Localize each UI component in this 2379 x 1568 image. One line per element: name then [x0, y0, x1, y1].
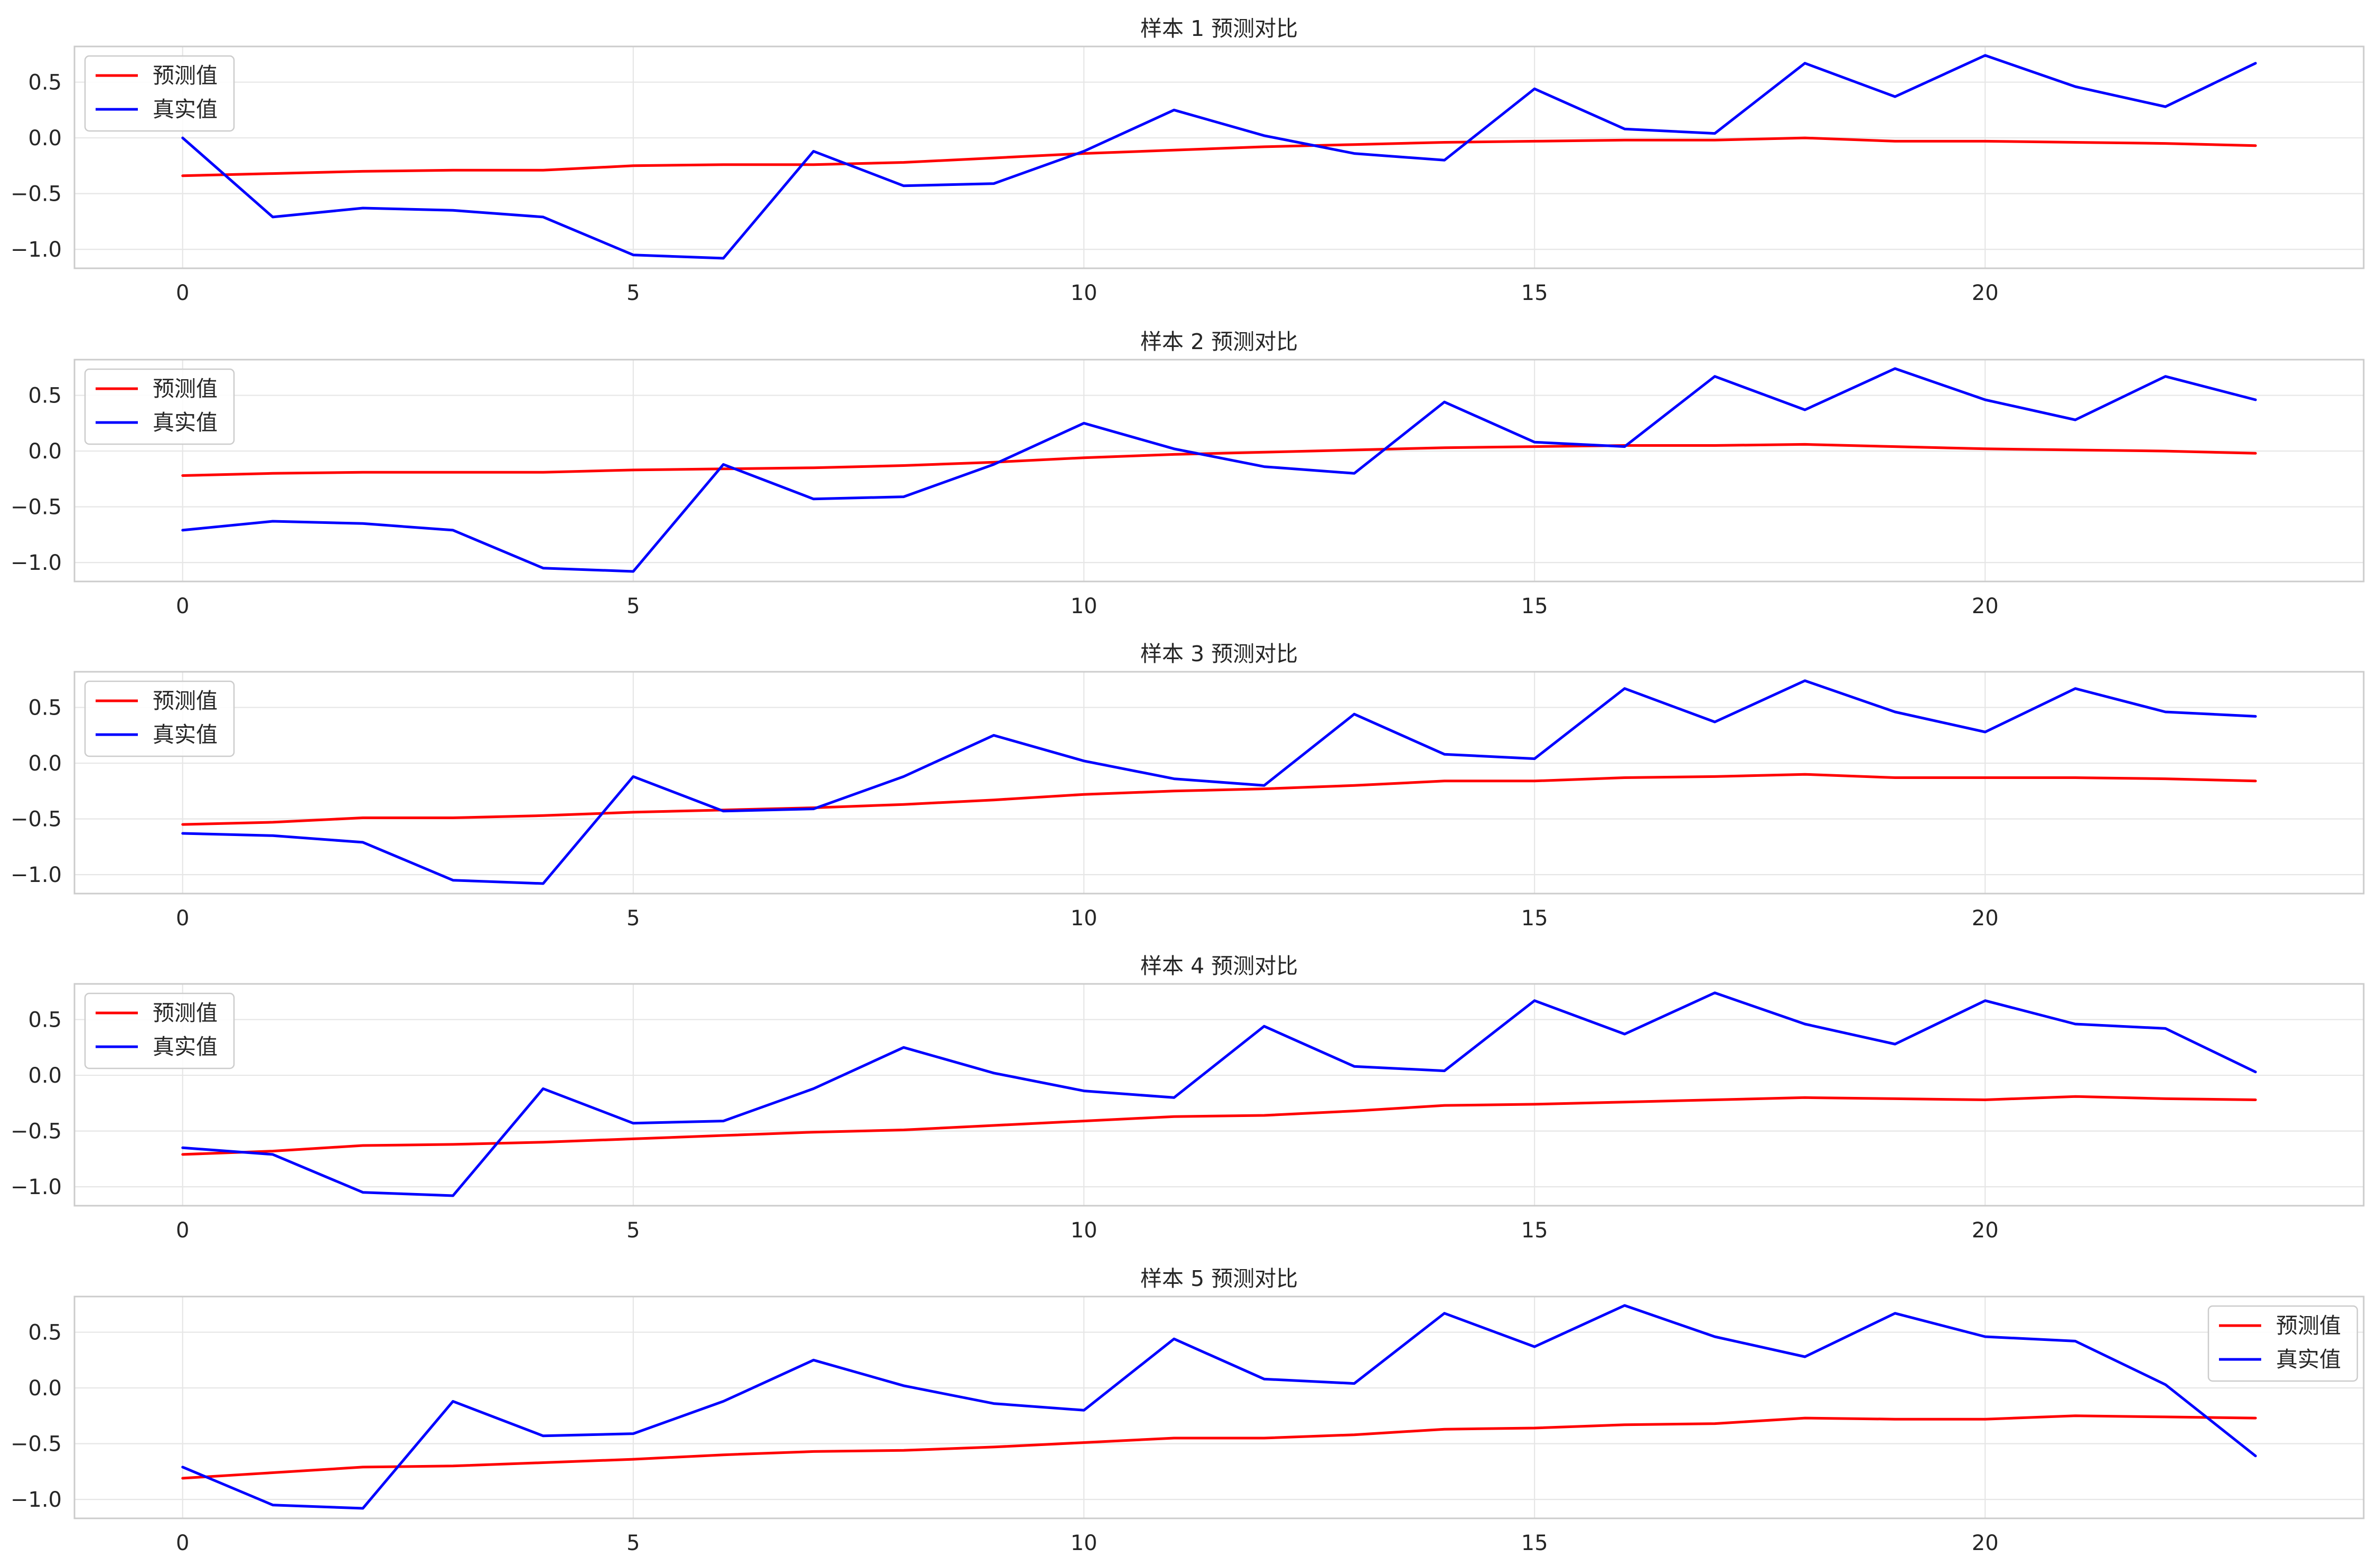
y-tick-label: 0.0: [28, 126, 62, 151]
legend-label: 真实值: [153, 410, 218, 435]
legend-label: 真实值: [153, 1034, 218, 1059]
series-line-actual: [181, 679, 2257, 885]
x-tick-label: 0: [176, 281, 189, 305]
y-tick-label: 0.5: [28, 1321, 62, 1345]
y-tick-label: 0.0: [28, 1064, 62, 1088]
y-tick-label: −1.0: [11, 863, 62, 887]
x-tick-label: 10: [1071, 594, 1098, 618]
plot-frame: [73, 45, 2365, 269]
y-tick-label: −1.0: [11, 1488, 62, 1512]
x-tick-label: 5: [626, 906, 640, 931]
legend-label: 真实值: [153, 97, 218, 122]
y-tick-label: 0.0: [28, 1376, 62, 1401]
plot-frame: [73, 359, 2365, 583]
y-tick-label: 0.5: [28, 71, 62, 95]
x-tick-label: 0: [176, 594, 189, 618]
chart-title: 样本 5 预测对比: [1140, 1266, 1298, 1291]
x-tick-label: 15: [1521, 594, 1548, 618]
x-tick-label: 0: [176, 1531, 189, 1555]
x-tick-label: 10: [1071, 281, 1098, 305]
x-tick-label: 0: [176, 906, 189, 931]
series-line-actual: [181, 54, 2257, 260]
x-tick-label: 0: [176, 1218, 189, 1243]
series-line-actual: [181, 367, 2257, 573]
x-tick-label: 5: [626, 281, 640, 305]
y-tick-label: −1.0: [11, 1175, 62, 1199]
x-tick-label: 10: [1071, 906, 1098, 931]
chart-title: 样本 4 预测对比: [1140, 953, 1298, 979]
y-tick-label: 0.5: [28, 1008, 62, 1032]
legend-label: 预测值: [153, 376, 218, 401]
y-tick-label: −0.5: [11, 495, 62, 520]
chart-title: 样本 1 预测对比: [1140, 16, 1298, 41]
series-line-prediction: [181, 136, 2257, 177]
y-tick-label: 0.5: [28, 696, 62, 720]
x-tick-label: 20: [1972, 594, 1999, 618]
x-tick-label: 10: [1071, 1218, 1098, 1243]
plot-frame: [73, 671, 2365, 895]
y-tick-label: 0.5: [28, 384, 62, 408]
series-line-prediction: [181, 1414, 2257, 1480]
x-tick-label: 15: [1521, 906, 1548, 931]
series-line-prediction: [181, 443, 2257, 477]
y-tick-label: −0.5: [11, 182, 62, 206]
series-line-actual: [181, 1304, 2257, 1510]
y-tick-label: 0.0: [28, 439, 62, 464]
x-tick-label: 15: [1521, 1531, 1548, 1555]
y-tick-label: −0.5: [11, 808, 62, 832]
legend-label: 预测值: [153, 1000, 218, 1026]
y-tick-label: −1.0: [11, 551, 62, 575]
x-tick-label: 20: [1972, 906, 1999, 931]
series-line-actual: [181, 991, 2257, 1197]
x-tick-label: 5: [626, 594, 640, 618]
legend-label: 预测值: [153, 688, 218, 713]
x-tick-label: 20: [1972, 1531, 1999, 1555]
chart-title: 样本 3 预测对比: [1140, 641, 1298, 666]
y-tick-label: −0.5: [11, 1432, 62, 1457]
series-line-prediction: [181, 1095, 2257, 1156]
x-tick-label: 20: [1972, 1218, 1999, 1243]
plot-frame: [73, 983, 2365, 1207]
y-tick-label: 0.0: [28, 752, 62, 776]
series-line-prediction: [181, 773, 2257, 826]
legend-label: 真实值: [153, 722, 218, 747]
y-tick-label: −0.5: [11, 1120, 62, 1144]
x-tick-label: 5: [626, 1531, 640, 1555]
x-tick-label: 10: [1071, 1531, 1098, 1555]
legend-label: 预测值: [2276, 1313, 2341, 1338]
x-tick-label: 20: [1972, 281, 1999, 305]
x-tick-label: 5: [626, 1218, 640, 1243]
legend-label: 预测值: [153, 63, 218, 88]
x-tick-label: 15: [1521, 281, 1548, 305]
plot-frame: [73, 1295, 2365, 1519]
y-tick-label: −1.0: [11, 238, 62, 262]
x-tick-label: 15: [1521, 1218, 1548, 1243]
chart-title: 样本 2 预测对比: [1140, 329, 1298, 354]
legend-label: 真实值: [2276, 1347, 2341, 1372]
